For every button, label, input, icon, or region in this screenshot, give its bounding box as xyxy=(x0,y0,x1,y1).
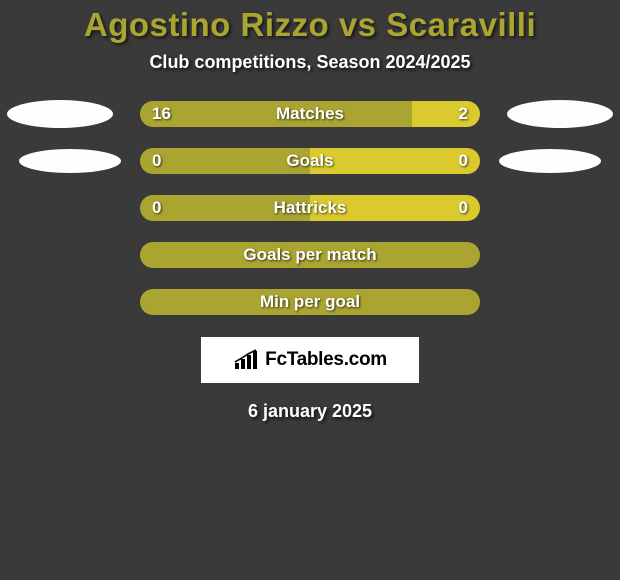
stat-value-right: 0 xyxy=(459,148,468,174)
stat-value-left: 0 xyxy=(152,195,161,221)
subtitle: Club competitions, Season 2024/2025 xyxy=(0,52,620,73)
stat-value-left: 16 xyxy=(152,101,171,127)
stat-value-right: 2 xyxy=(459,101,468,127)
stat-label: Goals xyxy=(140,148,480,174)
stat-bar: Matches16 2 xyxy=(140,101,480,127)
date-label: 6 january 2025 xyxy=(0,401,620,422)
stat-bar: Hattricks0 0 xyxy=(140,195,480,221)
stat-label: Min per goal xyxy=(140,289,480,315)
comparison-row: Hattricks0 0 xyxy=(0,195,620,221)
comparison-row: Goals0 0 xyxy=(0,148,620,174)
logo: FcTables.com xyxy=(201,337,419,383)
stat-bar: Goals per match xyxy=(140,242,480,268)
comparison-row: Goals per match xyxy=(0,242,620,268)
page-title: Agostino Rizzo vs Scaravilli xyxy=(0,0,620,44)
stat-bar: Goals0 0 xyxy=(140,148,480,174)
logo-text: FcTables.com xyxy=(265,349,387,371)
comparison-row: Matches16 2 xyxy=(0,101,620,127)
player-marker-left xyxy=(19,149,121,173)
stat-label: Hattricks xyxy=(140,195,480,221)
player-marker-left xyxy=(7,100,113,128)
stat-bar: Min per goal xyxy=(140,289,480,315)
bar-chart-icon xyxy=(233,349,261,371)
stat-value-right: 0 xyxy=(459,195,468,221)
stat-label: Goals per match xyxy=(140,242,480,268)
stat-value-left: 0 xyxy=(152,148,161,174)
comparison-rows: Matches162Goals00Hattricks00Goals per ma… xyxy=(0,101,620,315)
comparison-row: Min per goal xyxy=(0,289,620,315)
player-marker-right xyxy=(507,100,613,128)
player-marker-right xyxy=(499,149,601,173)
stat-label: Matches xyxy=(140,101,480,127)
